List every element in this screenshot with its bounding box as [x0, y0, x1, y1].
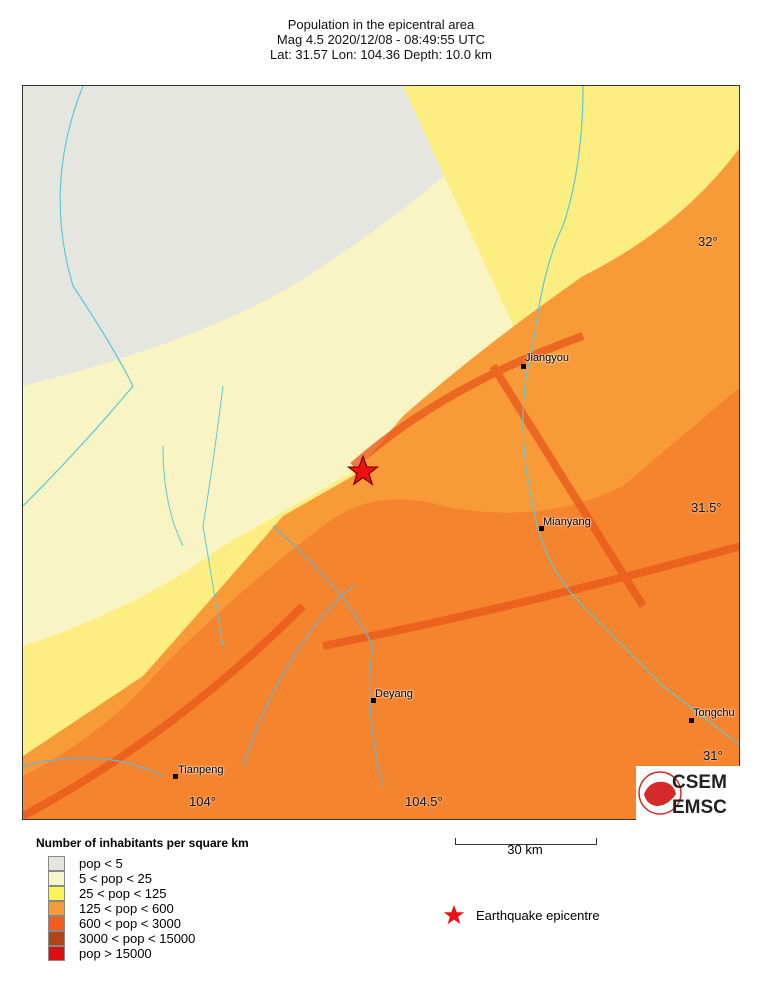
- city-marker: [371, 698, 376, 703]
- legend-label: 25 < pop < 125: [79, 886, 167, 901]
- city-marker: [689, 718, 694, 723]
- legend-label: pop < 5: [79, 856, 123, 871]
- epicentre-legend-label: Earthquake epicentre: [476, 908, 600, 923]
- city-label: Mianyang: [543, 516, 591, 528]
- lon-tick: 104°: [189, 794, 216, 809]
- legend-swatch: [48, 871, 65, 886]
- svg-text:CSEM: CSEM: [672, 772, 727, 793]
- legend-label: 125 < pop < 600: [79, 901, 174, 916]
- lat-tick: 31.5°: [691, 500, 722, 515]
- legend-item: pop > 15000: [48, 946, 152, 961]
- city-label: Deyang: [375, 688, 413, 700]
- lat-tick: 32°: [698, 234, 718, 249]
- legend-label: pop > 15000: [79, 946, 152, 961]
- scale-bar: [455, 838, 597, 845]
- svg-text:EMSC: EMSC: [672, 797, 727, 818]
- legend-swatch: [48, 886, 65, 901]
- legend-swatch: [48, 931, 65, 946]
- legend-swatch: [48, 901, 65, 916]
- lat-tick-partial: 31°: [703, 748, 723, 763]
- legend-label: 5 < pop < 25: [79, 871, 153, 886]
- legend-item: pop < 5: [48, 856, 123, 871]
- city-label: Tianpeng: [178, 764, 224, 776]
- city-marker: [539, 526, 544, 531]
- legend-swatch: [48, 856, 65, 871]
- population-map: Jiangyou Mianyang Deyang Tongchu Tianpen…: [22, 85, 740, 820]
- legend-title: Number of inhabitants per square km: [36, 836, 249, 850]
- star-icon: [443, 904, 465, 925]
- event-info: Mag 4.5 2020/12/08 - 08:49:55 UTC: [276, 32, 486, 47]
- legend-item: 3000 < pop < 15000: [48, 931, 195, 946]
- star-icon: [347, 455, 379, 486]
- map-title: Population in the epicentral area: [287, 17, 475, 32]
- legend-label: 3000 < pop < 15000: [79, 931, 196, 946]
- city-label: Jiangyou: [525, 352, 570, 364]
- location-info: Lat: 31.57 Lon: 104.36 Depth: 10.0 km: [270, 47, 492, 62]
- legend-item: 25 < pop < 125: [48, 886, 166, 901]
- city-label: Tongchu: [693, 707, 735, 719]
- legend-label: 600 < pop < 3000: [79, 916, 181, 931]
- legend-item: 600 < pop < 3000: [48, 916, 181, 931]
- csem-emsc-logo: CSEM EMSC: [636, 766, 740, 820]
- legend-swatch: [48, 946, 65, 961]
- population-raster: [23, 86, 739, 819]
- city-marker: [173, 774, 178, 779]
- legend-item: 125 < pop < 600: [48, 901, 174, 916]
- legend-item: 5 < pop < 25: [48, 871, 152, 886]
- legend-swatch: [48, 916, 65, 931]
- city-marker: [521, 364, 526, 369]
- scale-bar-label: 30 km: [507, 842, 543, 857]
- lon-tick: 104.5°: [405, 794, 443, 809]
